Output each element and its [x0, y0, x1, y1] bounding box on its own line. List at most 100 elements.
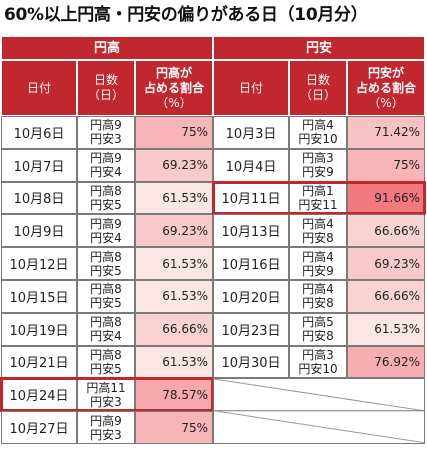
- ratio-header-line: （%）: [156, 95, 192, 110]
- yen-low-row-date: 10月20日: [213, 280, 289, 313]
- date-value: 10月27日: [9, 422, 69, 438]
- yen-low-row-ratio: 71.42%: [347, 116, 425, 149]
- count-value: 円高3: [302, 347, 334, 362]
- count-header-line: 日数: [93, 73, 118, 87]
- diagonal-line: [214, 379, 424, 412]
- yen-high-row-ratio: 69.23%: [135, 214, 213, 248]
- date-value: 10月13日: [221, 225, 281, 241]
- yen-high-row-count: 円高8 円安5: [77, 345, 135, 379]
- yen-high-row-count: 円高9 円安3: [77, 116, 135, 149]
- count-value: 円安5: [90, 263, 122, 278]
- count-value: 円高9: [90, 216, 122, 231]
- yen-low-row-date: 10月30日: [213, 345, 289, 379]
- count-value: 円高4: [302, 249, 334, 264]
- date-value: 10月4日: [225, 159, 277, 175]
- yen-low-row-count: 円高3 円安10: [289, 345, 347, 379]
- yen-high-row-count: 円高9 円安3: [77, 411, 135, 444]
- count-value: 円安8: [302, 296, 334, 311]
- count-value: 円安8: [302, 329, 334, 344]
- date-value: 10月30日: [221, 356, 281, 372]
- yen-high-row-count: 円高8 円安5: [77, 280, 135, 313]
- count-value: 円高8: [90, 183, 122, 198]
- yen-low-row-date: 10月23日: [213, 312, 289, 346]
- ratio-value: 61.53%: [162, 190, 208, 205]
- ratio-header-line: （%）: [368, 95, 404, 110]
- ratio-value: 66.66%: [374, 289, 420, 304]
- ratio-value: 71.42%: [374, 125, 420, 140]
- page-title: 60%以上円高・円安の偏りがある日（10月分）: [4, 5, 368, 25]
- count-value: 円高4: [302, 216, 334, 231]
- date-value: 10月21日: [9, 356, 69, 372]
- yen-high-row-date: 10月12日: [1, 247, 77, 280]
- count-value: 円安11: [298, 197, 338, 212]
- yen-low-row-ratio: 66.66%: [347, 214, 425, 248]
- date-value: 10月20日: [221, 290, 281, 306]
- count-value: 円高8: [90, 347, 122, 362]
- yen-high-row-date: 10月7日: [1, 148, 77, 182]
- count-value: 円高8: [90, 315, 122, 330]
- yen-high-row-date: 10月8日: [1, 181, 77, 215]
- count-value: 円高1: [302, 183, 334, 198]
- date-value: 10月6日: [13, 126, 65, 142]
- yen-high-section-title: 円高: [93, 40, 120, 56]
- date-value: 10月7日: [13, 159, 65, 175]
- yen-high-row-count: 円高8 円安4: [77, 312, 135, 346]
- count-value: 円高8: [90, 249, 122, 264]
- count-value: 円安4: [90, 165, 122, 180]
- count-value: 円安3: [90, 132, 122, 147]
- ratio-value: 61.53%: [374, 322, 420, 337]
- yen-high-row-ratio: 78.57%: [135, 378, 213, 412]
- diagonal-line: [214, 410, 424, 443]
- ratio-value: 69.23%: [162, 158, 208, 173]
- yen-low-empty-cells: [213, 378, 425, 444]
- count-value: 円高9: [90, 413, 122, 428]
- date-value: 10月9日: [13, 225, 65, 241]
- yen-high-row-ratio: 61.53%: [135, 181, 213, 215]
- yen-high-row-count: 円高8 円安5: [77, 181, 135, 215]
- yen-high-row-ratio: 61.53%: [135, 247, 213, 280]
- count-value: 円高4: [302, 282, 334, 297]
- count-value: 円安5: [90, 296, 122, 311]
- yen-high-row-ratio: 75%: [135, 411, 213, 444]
- date-value: 10月23日: [221, 323, 281, 339]
- yen-high-row-count: 円高8 円安5: [77, 247, 135, 280]
- yen-low-row-count: 円高4 円安9: [289, 247, 347, 280]
- count-value: 円高9: [90, 151, 122, 166]
- yen-low-row-date: 10月16日: [213, 247, 289, 280]
- yen-low-section-header: 円安: [213, 36, 425, 60]
- count-value: 円安8: [302, 230, 334, 245]
- count-value: 円安9: [302, 165, 334, 180]
- ratio-value: 75%: [393, 158, 420, 173]
- count-value: 円安4: [90, 230, 122, 245]
- yen-high-date-header: 日付: [1, 60, 77, 116]
- ratio-value: 91.66%: [374, 190, 420, 205]
- date-header-label: 日付: [26, 80, 51, 95]
- yen-low-row-ratio: 61.53%: [347, 312, 425, 346]
- yen-low-row-count: 円高4 円安8: [289, 280, 347, 313]
- ratio-value: 75%: [181, 125, 208, 140]
- ratio-value: 66.66%: [374, 223, 420, 238]
- count-header-line: 日数: [305, 73, 330, 87]
- yen-low-row-count: 円高3 円安9: [289, 148, 347, 182]
- yen-low-row-ratio: 91.66%: [347, 181, 425, 215]
- date-value: 10月24日: [9, 389, 69, 405]
- yen-low-count-header: 日数 （日）: [289, 60, 347, 116]
- yen-high-row-count: 円高9 円安4: [77, 148, 135, 182]
- ratio-header-line: 円高が: [155, 65, 192, 80]
- yen-low-row-ratio: 75%: [347, 148, 425, 182]
- yen-high-row-ratio: 61.53%: [135, 280, 213, 313]
- date-value: 10月19日: [9, 323, 69, 339]
- yen-high-row-date: 10月9日: [1, 214, 77, 248]
- date-value: 10月3日: [225, 126, 277, 142]
- count-header-line: （日）: [299, 88, 336, 102]
- yen-low-row-date: 10月4日: [213, 148, 289, 182]
- ratio-value: 76.92%: [374, 354, 420, 369]
- yen-low-row-count: 円高1 円安11: [289, 181, 347, 215]
- count-value: 円安10: [298, 361, 338, 376]
- yen-high-row-date: 10月21日: [1, 345, 77, 379]
- ratio-value: 75%: [181, 420, 208, 435]
- count-value: 円高9: [90, 118, 122, 133]
- count-header-line: （日）: [87, 88, 124, 102]
- date-value: 10月16日: [221, 258, 281, 274]
